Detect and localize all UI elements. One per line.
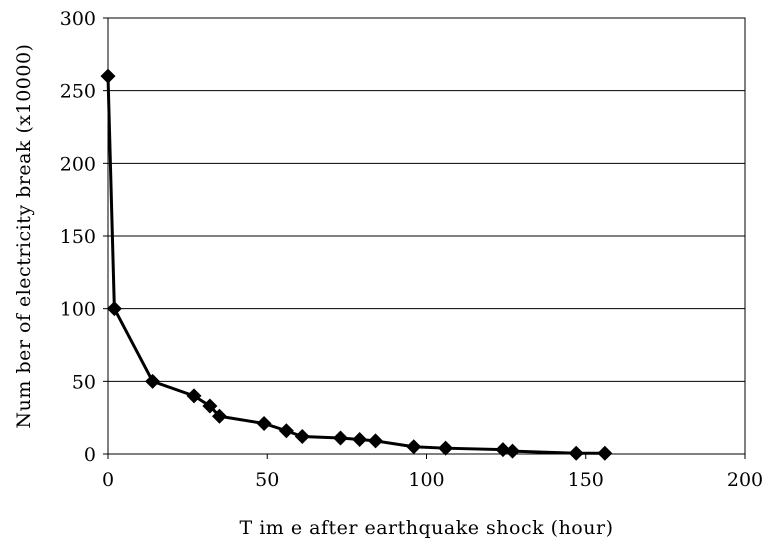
- data-point: [495, 442, 511, 458]
- x-axis-title: T im e after earthquake shock (hour): [240, 517, 614, 539]
- y-tick-label: 200: [60, 153, 96, 175]
- x-tick-label: 0: [102, 469, 114, 491]
- y-axis-title: Num ber of electricity break (x10000): [13, 44, 35, 429]
- y-tick-label: 0: [84, 444, 96, 466]
- data-point: [438, 440, 454, 456]
- data-point: [597, 445, 613, 461]
- data-point: [202, 398, 218, 414]
- data-point: [406, 439, 422, 455]
- data-markers: [100, 68, 613, 461]
- data-point: [145, 373, 161, 389]
- x-tick-label: 150: [568, 469, 604, 491]
- y-tick-label: 300: [60, 8, 96, 30]
- series-line: [106, 76, 605, 455]
- data-point: [333, 430, 349, 446]
- data-point: [186, 388, 202, 404]
- data-point: [256, 415, 272, 431]
- y-tick-label: 150: [60, 226, 96, 248]
- data-point: [368, 433, 384, 449]
- x-tick-label: 100: [408, 469, 444, 491]
- y-tick-label: 100: [60, 299, 96, 321]
- data-point: [294, 429, 310, 445]
- data-point: [100, 68, 116, 84]
- data-point: [278, 423, 294, 439]
- data-point: [106, 301, 122, 317]
- data-point: [504, 443, 520, 459]
- gridlines: [108, 90, 745, 382]
- data-point: [568, 445, 584, 461]
- y-tick-label: 250: [60, 81, 96, 103]
- y-axis: 0 50 100 150 200 250 300: [60, 8, 108, 466]
- x-tick-label: 200: [727, 469, 763, 491]
- y-tick-label: 50: [72, 371, 96, 393]
- data-point: [352, 431, 368, 447]
- data-point: [211, 408, 227, 424]
- x-axis: 0 50 100 150 200: [102, 454, 763, 491]
- x-tick-label: 50: [255, 469, 279, 491]
